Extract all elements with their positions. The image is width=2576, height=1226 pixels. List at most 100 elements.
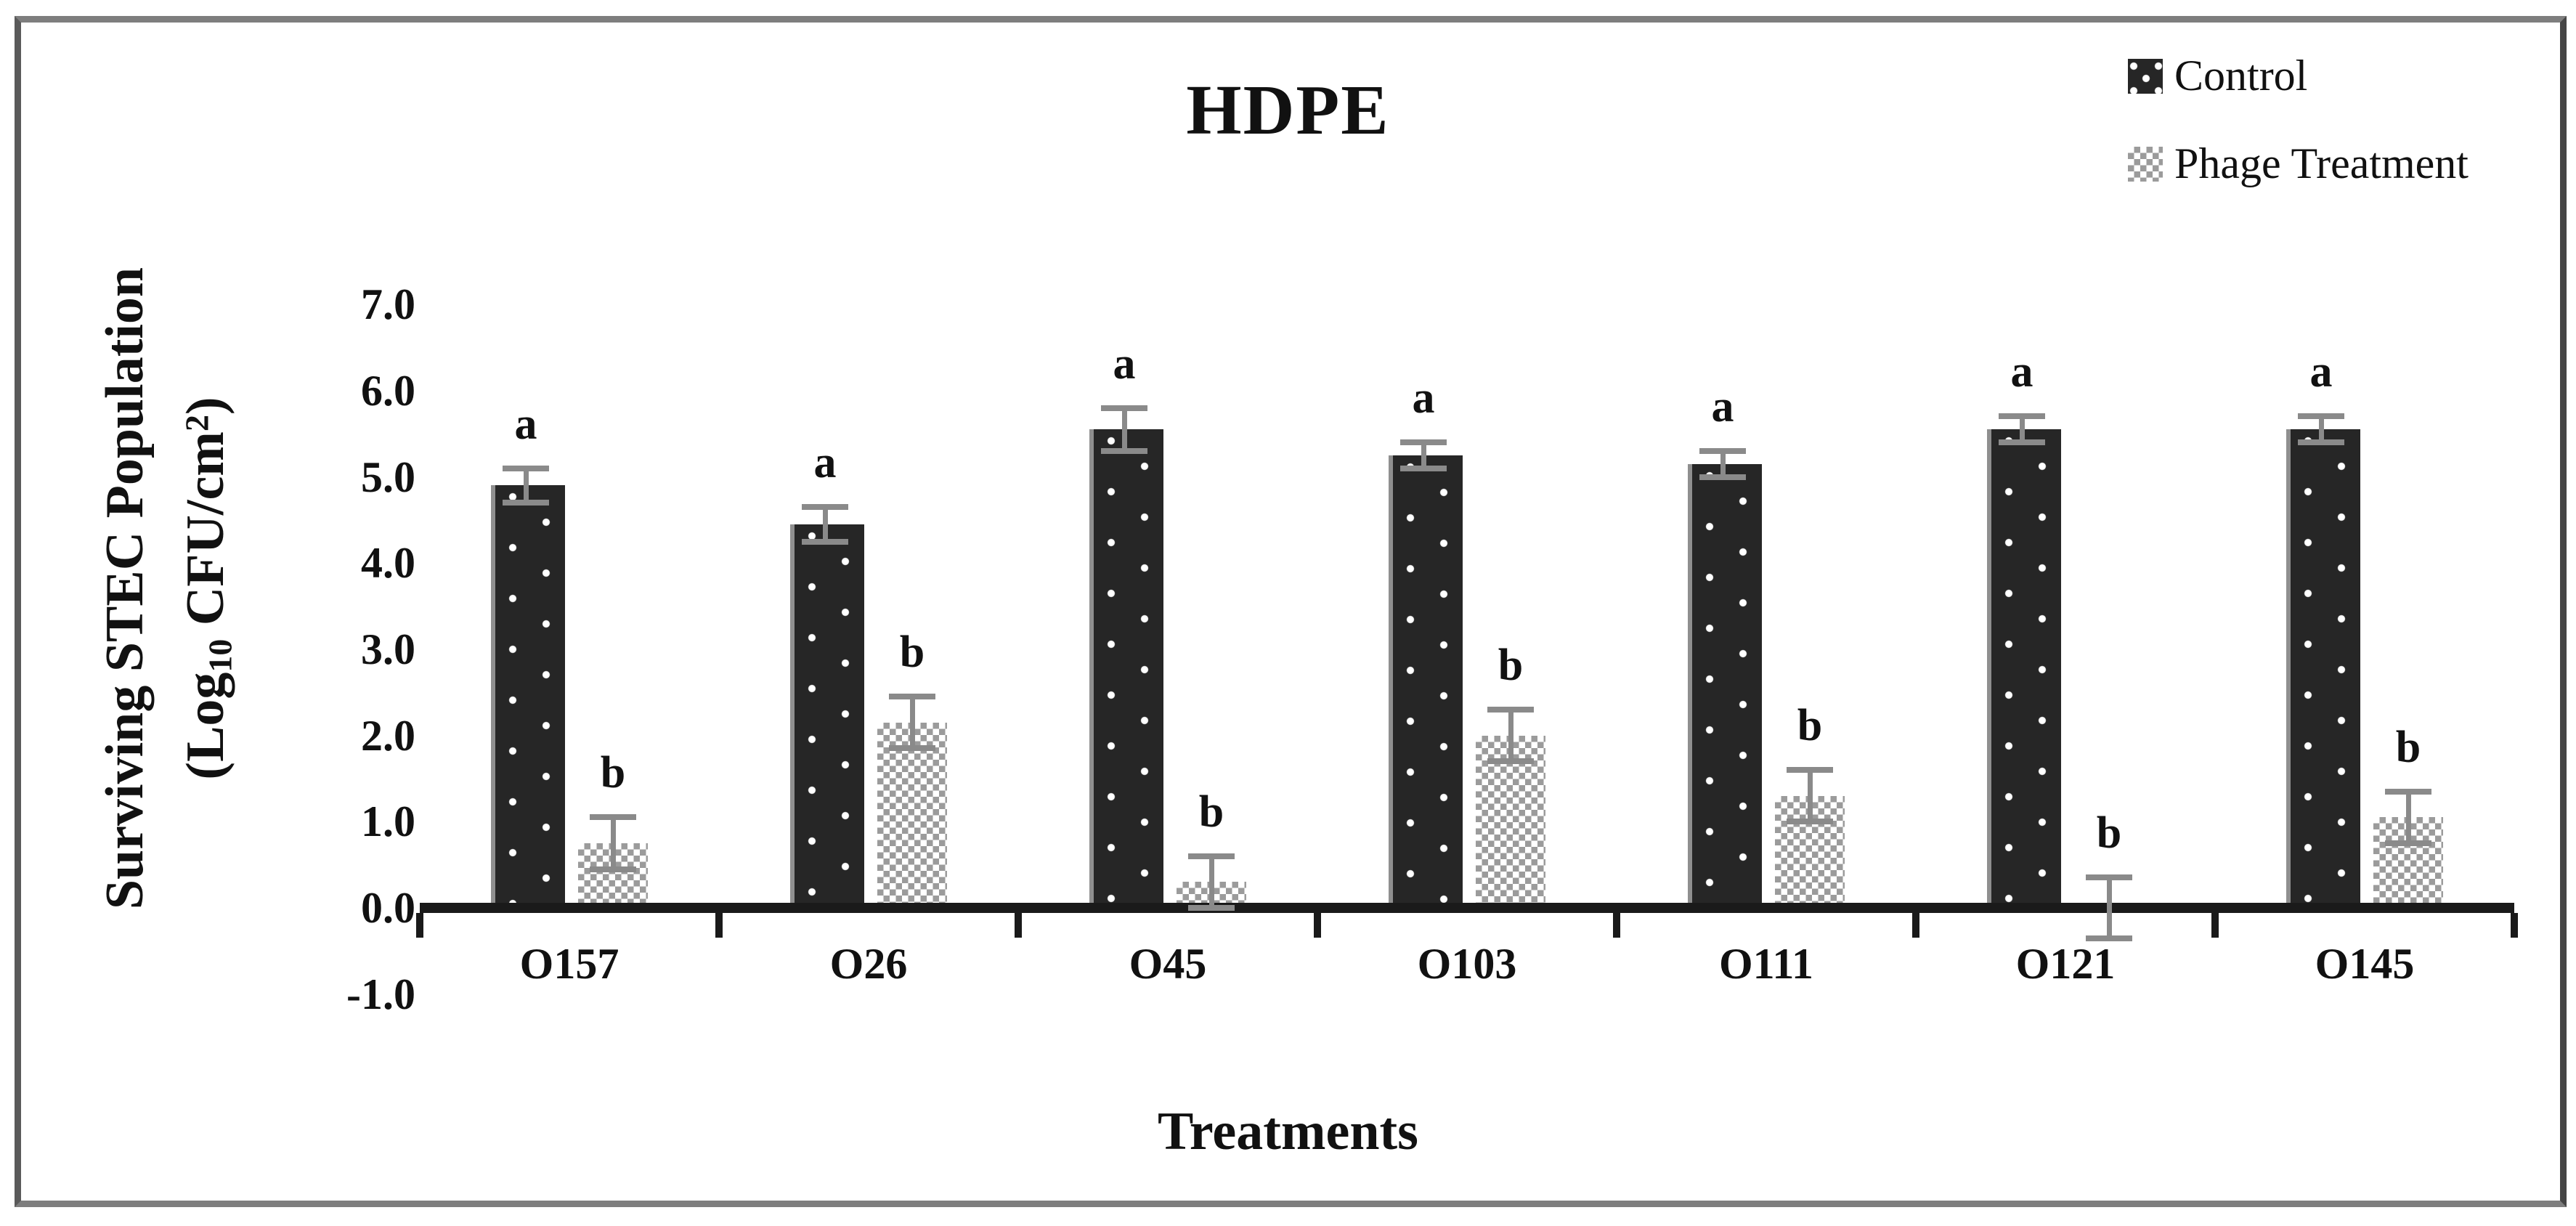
y-tick-label: 5.0 <box>361 452 415 501</box>
error-bar-cap-top <box>1188 853 1235 859</box>
y-tick-label: -1.0 <box>346 970 415 1018</box>
y-axis-title-line1: Surviving STEC Population <box>95 267 155 910</box>
significance-letter: b <box>1198 787 1224 837</box>
error-bar-line <box>1807 770 1813 822</box>
control-bar <box>1688 463 1762 908</box>
error-bar-cap-bottom <box>1400 465 1447 471</box>
y-tick-label: 3.0 <box>361 625 415 673</box>
error-bar-line <box>2019 416 2025 443</box>
error-bar-cap-bottom <box>503 500 549 506</box>
x-axis-tick <box>715 913 723 938</box>
y-tick-label: 2.0 <box>361 711 415 760</box>
error-bar-line <box>1720 450 1726 477</box>
control-bar <box>2286 429 2360 908</box>
error-bar-cap-bottom <box>2385 840 2431 846</box>
significance-letter: a <box>2309 347 2333 397</box>
error-bar-line <box>2318 416 2324 443</box>
y-tick-label: 1.0 <box>361 797 415 846</box>
x-tick-label: O103 <box>1417 940 1517 988</box>
error-bar-line <box>1121 407 1127 451</box>
error-bar-cap-bottom <box>889 745 935 752</box>
error-bar-line <box>610 817 616 869</box>
subscript-10: 10 <box>201 638 239 673</box>
x-axis-tick <box>416 913 423 938</box>
control-bar <box>491 485 565 908</box>
error-bar-cap-bottom <box>1699 474 1746 480</box>
error-bar-cap-top <box>1699 447 1746 454</box>
x-axis-tick <box>1015 913 1022 938</box>
error-bar-cap-bottom <box>1999 439 2045 446</box>
error-bar-cap-top <box>1487 706 1534 713</box>
x-axis-tick <box>1613 913 1620 938</box>
error-bar-line <box>1208 856 1214 908</box>
x-tick-label: O111 <box>1718 940 1814 988</box>
y-tick-label: 0.0 <box>361 884 415 932</box>
legend: Control Phage Treatment <box>2128 51 2469 227</box>
error-bar-line <box>1508 709 1513 762</box>
y-tick-label: 4.0 <box>361 539 415 588</box>
significance-letter: a <box>514 399 537 449</box>
chart-title: HDPE <box>1186 71 1390 150</box>
error-bar-cap-top <box>590 814 636 821</box>
error-bar-line <box>523 468 529 503</box>
error-bar-cap-top <box>2298 413 2344 420</box>
control-bar <box>1987 429 2061 908</box>
y-axis-title-line2: (Log10 CFU/cm2) <box>176 397 239 780</box>
significance-letter: a <box>1412 373 1435 423</box>
error-bar-cap-top <box>889 694 935 700</box>
y-tick-label: 6.0 <box>361 366 415 415</box>
error-bar-cap-bottom <box>1487 758 1534 765</box>
x-axis-tick <box>1314 913 1321 938</box>
error-bar-line <box>909 697 915 749</box>
control-bar <box>1389 455 1463 908</box>
legend-label-phage-treatment: Phage Treatment <box>2174 139 2469 187</box>
error-bar-cap-top <box>2385 788 2431 795</box>
significance-letter: b <box>1498 640 1524 690</box>
x-tick-label: O26 <box>829 940 908 988</box>
significance-letter: b <box>1797 701 1823 751</box>
significance-letter: a <box>813 438 837 488</box>
x-axis-tick <box>2211 913 2219 938</box>
legend-label-control: Control <box>2174 52 2308 100</box>
x-tick-label: O157 <box>519 940 619 988</box>
x-axis-tick <box>2511 913 2518 938</box>
legend-item-control: Control <box>2128 51 2469 101</box>
x-tick-label: O45 <box>1129 940 1207 988</box>
figure-border <box>15 16 2567 1207</box>
significance-letter: b <box>899 628 925 678</box>
error-bar-line <box>822 507 828 542</box>
control-series-marker <box>2128 58 2163 94</box>
error-bar-cap-top <box>503 465 549 471</box>
significance-letter: b <box>2096 808 2122 858</box>
error-bar-cap-top <box>2086 874 2132 881</box>
superscript-2: 2 <box>178 415 216 432</box>
y-axis-title: Surviving STEC Population (Log10 CFU/cm2… <box>85 116 246 1060</box>
legend-item-phage-treatment: Phage Treatment <box>2128 139 2469 189</box>
phage-series-marker <box>2128 146 2163 182</box>
error-bar-line <box>2405 791 2411 843</box>
error-bar-cap-bottom <box>802 538 848 545</box>
error-bar-cap-bottom <box>590 866 636 872</box>
x-axis-tick <box>1912 913 1919 938</box>
phage-bar <box>877 722 947 908</box>
error-bar-line <box>1421 442 1426 468</box>
error-bar-cap-bottom <box>1188 905 1235 911</box>
significance-letter: b <box>2395 722 2421 772</box>
significance-letter: a <box>1113 338 1136 389</box>
y-tick-label: 7.0 <box>361 280 415 329</box>
error-bar-cap-top <box>802 504 848 511</box>
x-axis-line <box>420 903 2514 913</box>
x-axis-title: Treatments <box>1158 1102 1418 1161</box>
error-bar-cap-top <box>1999 413 2045 420</box>
error-bar-cap-top <box>1101 405 1147 411</box>
significance-letter: b <box>600 748 626 798</box>
error-bar-cap-bottom <box>1101 447 1147 454</box>
error-bar-cap-top <box>1400 439 1447 446</box>
error-bar-cap-top <box>1787 767 1833 774</box>
x-tick-label: O121 <box>2015 940 2116 988</box>
significance-letter: a <box>2010 347 2033 397</box>
error-bar-cap-bottom <box>2298 439 2344 446</box>
error-bar-cap-bottom <box>2086 935 2132 941</box>
error-bar-line <box>2106 877 2112 938</box>
